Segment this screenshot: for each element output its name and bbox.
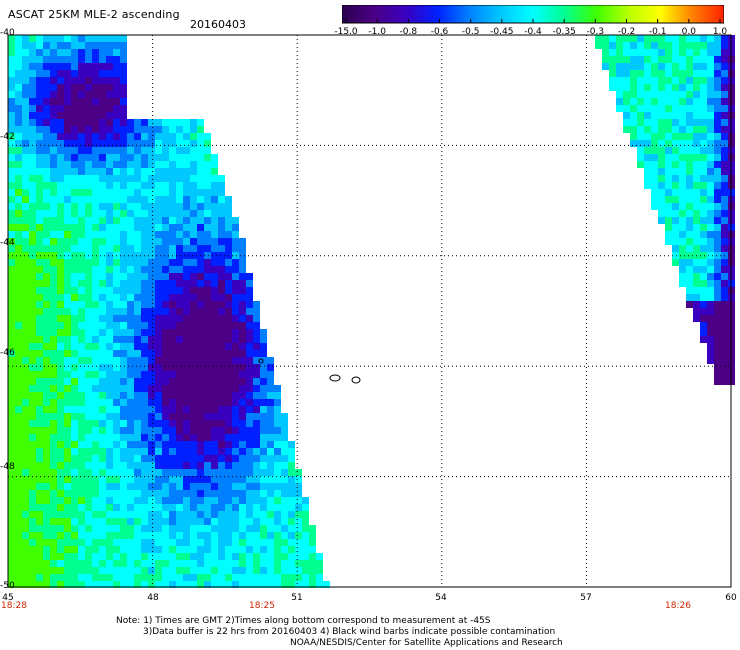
note-line-1: Note: 1) Times are GMT 2)Times along bot… xyxy=(116,616,491,626)
note-line-3: NOAA/NESDIS/Center for Satellite Applica… xyxy=(290,638,563,648)
lat-label: -44 xyxy=(0,238,15,248)
lon-label: 60 xyxy=(725,593,737,603)
lat-label: -50 xyxy=(0,581,15,591)
colorbar xyxy=(342,5,724,24)
colorbar-tick-label: -0.3 xyxy=(586,27,605,37)
time-label: 18:26 xyxy=(665,601,691,611)
lon-label: 57 xyxy=(580,593,592,603)
swath-left xyxy=(8,35,330,588)
lat-label: -46 xyxy=(0,348,15,358)
graticule xyxy=(7,34,732,588)
product-title: ASCAT 25KM MLE-2 ascending xyxy=(8,8,180,21)
swath-map xyxy=(7,34,735,588)
colorbar-tick-label: -0.6 xyxy=(430,27,449,37)
colorbar-tick-label: -0.4 xyxy=(524,27,542,37)
swath-right xyxy=(595,35,735,385)
colorbar-tick-label: -1.0 xyxy=(368,27,386,37)
colorbar-tick-label: -0.5 xyxy=(461,27,480,37)
lon-label: 54 xyxy=(435,593,447,603)
lon-label: 45 xyxy=(2,593,14,603)
note-line-2: 3)Data buffer is 22 hrs from 20160403 4)… xyxy=(143,627,556,637)
lat-label: -42 xyxy=(0,132,15,142)
colorbar-tick-label: 0.0 xyxy=(681,27,696,37)
colorbar-tick-label: -0.8 xyxy=(399,27,418,37)
colorbar-tick-label: -0.35 xyxy=(552,27,576,37)
island-outline xyxy=(329,374,341,382)
lat-label: -40 xyxy=(0,28,15,38)
lon-label: 51 xyxy=(291,593,303,603)
colorbar-tick-label: 1.0 xyxy=(712,27,728,37)
colorbar-tick-label: -0.45 xyxy=(490,27,514,37)
time-label: 18:28 xyxy=(1,601,27,611)
product-date: 20160403 xyxy=(190,18,246,31)
colorbar-tick-label: -15.0 xyxy=(334,27,358,37)
colorbar-tick-label: -0.1 xyxy=(648,27,667,37)
time-label: 18:25 xyxy=(249,601,275,611)
island-outline xyxy=(258,358,264,364)
lon-label: 48 xyxy=(147,593,159,603)
island-outline xyxy=(351,376,361,384)
colorbar-tick-label: -0.2 xyxy=(617,27,636,37)
lat-label: -48 xyxy=(0,462,15,472)
